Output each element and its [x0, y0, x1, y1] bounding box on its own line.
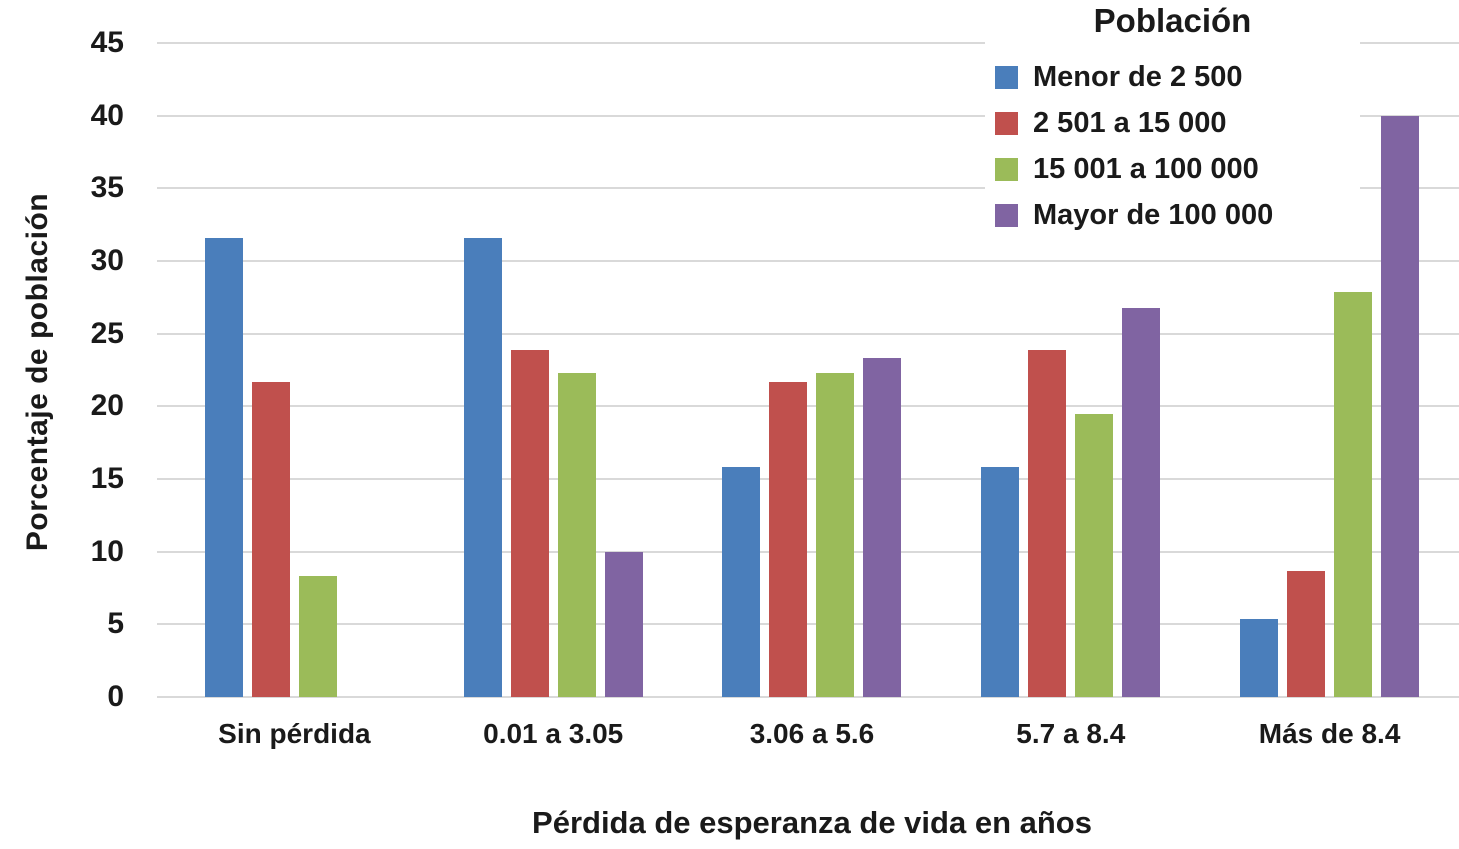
bar [981, 467, 1020, 697]
x-category-label-3: 3.06 a 5.6 [749, 718, 875, 749]
y-tick-label-0: 0 [107, 680, 124, 713]
x-category-label-2: 0.01 a 3.05 [483, 718, 624, 749]
bar [557, 372, 596, 697]
legend-entry: Mayor de 100 000 [995, 192, 1350, 238]
legend-entry: Menor de 2 500 [995, 54, 1350, 100]
x-axis-category-labels: Sin pérdida 0.01 a 3.05 3.06 a 5.6 5.7 a 8.… [165, 718, 1459, 750]
y-tick-label-45: 45 [90, 26, 124, 59]
bar-group-2 [424, 43, 683, 697]
y-tick-label-20: 20 [90, 389, 124, 423]
gridline-20 [157, 405, 1459, 408]
bar [722, 467, 761, 697]
bar [1381, 115, 1420, 697]
bar [463, 237, 502, 697]
y-axis-tick-labels: 0 5 10 15 20 25 30 35 40 45 [0, 26, 130, 713]
bar [510, 349, 549, 697]
bar [1287, 570, 1326, 697]
bar-group-4 [941, 43, 1200, 697]
legend: Población Menor de 2 500 2 501 a 15 000 15… [985, 0, 1360, 246]
bar [816, 372, 855, 697]
legend-swatch-icon [995, 65, 1018, 89]
gridline-5 [157, 623, 1459, 626]
gridline-10 [157, 550, 1459, 553]
y-tick-label-35: 35 [90, 171, 124, 205]
x-category-label-5: Más de 8.4 [1258, 718, 1401, 749]
gridline-0 [157, 696, 1459, 698]
bar [204, 237, 243, 697]
bar [1240, 618, 1279, 697]
gridline-40 [157, 114, 1459, 117]
gridline-35 [157, 187, 1459, 190]
y-tick-label-5: 5 [107, 607, 124, 641]
y-tick-label-15: 15 [90, 462, 124, 495]
y-tick-label-40: 40 [90, 98, 124, 132]
bar [1122, 307, 1161, 697]
bar [298, 576, 337, 697]
y-tick-label-25: 25 [90, 316, 124, 350]
y-tick-label-30: 30 [90, 244, 124, 277]
bar [251, 381, 290, 697]
gridline-30 [157, 260, 1459, 262]
bar [604, 551, 643, 697]
legend-label: Mayor de 100 000 [1033, 198, 1274, 231]
bar-groups [165, 43, 1459, 697]
legend-entries: Menor de 2 500 2 501 a 15 000 15 001 a 100… [995, 54, 1350, 238]
bar-group-3 [683, 43, 942, 697]
bar [769, 381, 808, 697]
bar [863, 358, 902, 697]
legend-title: Población [1093, 2, 1252, 39]
legend-label: Menor de 2 500 [1033, 60, 1243, 93]
legend-label: 2 501 a 15 000 [1033, 106, 1227, 139]
legend-entry: 15 001 a 100 000 [995, 146, 1350, 192]
bar-group-5 [1200, 43, 1459, 697]
bar [1028, 349, 1067, 697]
legend-swatch-icon [995, 111, 1018, 135]
legend-swatch-icon [995, 203, 1018, 227]
bar [1334, 291, 1373, 697]
gridline-25 [157, 332, 1459, 335]
bar [1075, 413, 1114, 697]
bar-group-1 [165, 43, 424, 697]
x-category-label-1: Sin pérdida [218, 718, 371, 749]
plot-area [157, 42, 1459, 698]
legend-label: 15 001 a 100 000 [1033, 152, 1259, 185]
legend-entry: 2 501 a 15 000 [995, 100, 1350, 146]
legend-swatch-icon [995, 157, 1018, 181]
gridline-15 [157, 478, 1459, 480]
y-tick-label-10: 10 [90, 534, 124, 568]
x-axis-title: Pérdida de esperanza de vida en años [532, 805, 1092, 840]
x-category-label-4: 5.7 a 8.4 [1016, 718, 1126, 749]
gridline-45 [157, 42, 1459, 44]
